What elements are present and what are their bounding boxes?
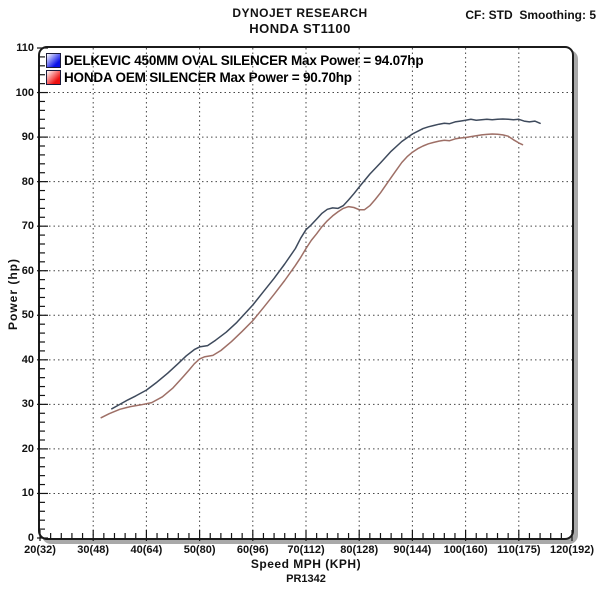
y-tick-label: 50: [21, 309, 34, 322]
legend: DELKEVIC 450MM OVAL SILENCER Max Power =…: [46, 52, 424, 86]
x-tick-label: 120(192): [549, 544, 595, 556]
power-curve-honda-oem-silencer: [100, 133, 524, 419]
legend-item-delkevic: DELKEVIC 450MM OVAL SILENCER Max Power =…: [46, 52, 424, 69]
legend-label: DELKEVIC 450MM OVAL SILENCER Max Power =…: [64, 53, 424, 68]
y-tick-label: 60: [21, 264, 34, 277]
x-tick-label: 80(128): [340, 544, 379, 556]
y-tick-label: 40: [21, 353, 34, 366]
honda-oem-series-swatch-icon: [46, 70, 61, 85]
y-axis-tick-labels: 0 10 20 30 40 50 60 70 80 90 100 110: [0, 42, 34, 544]
x-tick-label: 90(144): [393, 544, 432, 556]
y-tick-label: 100: [15, 86, 34, 99]
power-curve-delkevic-450mm-oval-silencer: [111, 118, 541, 410]
x-tick-label: 60(96): [236, 544, 269, 556]
x-tick-label: 40(64): [130, 544, 163, 556]
y-tick-label: 10: [21, 487, 34, 500]
y-tick-label: 20: [21, 442, 34, 455]
x-tick-label: 70(112): [287, 544, 325, 556]
report-title: DYNOJET RESEARCH: [232, 6, 368, 20]
legend-label: HONDA OEM SILENCER Max Power = 90.70hp: [64, 70, 352, 85]
y-tick-label: 90: [21, 131, 34, 144]
plot-area: [37, 46, 574, 541]
x-tick-label: 50(80): [183, 544, 216, 556]
x-axis-tick-labels: 20(32) 30(48) 40(64) 50(80) 60(96) 70(112) 80(…: [24, 544, 594, 558]
x-tick-label: 20(32): [24, 544, 56, 556]
x-axis-title: Speed MPH (KPH): [250, 557, 362, 571]
run-id: PR1342: [286, 573, 326, 585]
vehicle-name: HONDA ST1100: [249, 21, 351, 36]
cf-smoothing-readout: CF: STD Smoothing: 5: [465, 8, 596, 22]
legend-item-honda-oem: HONDA OEM SILENCER Max Power = 90.70hp: [46, 69, 423, 86]
dyno-chart: [37, 47, 573, 541]
y-tick-label: 70: [21, 220, 34, 233]
x-tick-label: 30(48): [77, 544, 110, 556]
x-tick-label: 100(160): [443, 544, 488, 556]
y-tick-label: 80: [21, 175, 34, 188]
y-tick-label: 30: [21, 398, 34, 411]
y-tick-label: 0: [27, 532, 34, 544]
x-tick-label: 110(175): [497, 544, 541, 556]
y-tick-label: 110: [16, 42, 34, 54]
delkevic-series-swatch-icon: [46, 53, 61, 68]
